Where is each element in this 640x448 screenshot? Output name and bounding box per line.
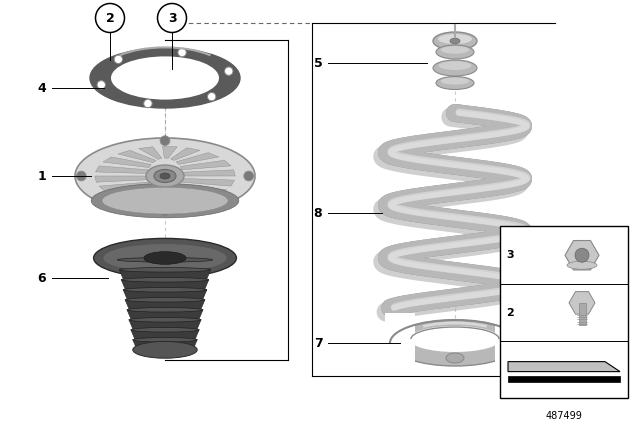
Ellipse shape — [438, 61, 472, 70]
Circle shape — [77, 171, 86, 181]
Polygon shape — [129, 320, 201, 330]
Text: 8: 8 — [314, 207, 323, 220]
Polygon shape — [385, 313, 415, 373]
Text: 7: 7 — [314, 336, 323, 349]
Polygon shape — [95, 176, 147, 182]
Circle shape — [114, 55, 122, 64]
Polygon shape — [168, 193, 191, 205]
Ellipse shape — [441, 46, 469, 54]
Polygon shape — [103, 157, 151, 168]
Polygon shape — [153, 194, 168, 206]
Text: 1: 1 — [38, 169, 46, 182]
Ellipse shape — [438, 34, 472, 44]
Polygon shape — [117, 260, 212, 270]
Circle shape — [178, 48, 186, 57]
Ellipse shape — [75, 138, 255, 214]
Circle shape — [207, 92, 216, 101]
Ellipse shape — [93, 238, 236, 278]
Ellipse shape — [102, 187, 228, 214]
Ellipse shape — [123, 288, 207, 292]
Ellipse shape — [567, 261, 597, 269]
Ellipse shape — [433, 60, 477, 76]
Ellipse shape — [92, 184, 239, 218]
Polygon shape — [123, 290, 207, 300]
Polygon shape — [130, 192, 159, 204]
Ellipse shape — [390, 320, 520, 366]
Polygon shape — [99, 182, 150, 192]
Polygon shape — [174, 190, 212, 202]
Ellipse shape — [131, 327, 199, 332]
Ellipse shape — [433, 32, 477, 50]
Ellipse shape — [436, 45, 474, 59]
Ellipse shape — [146, 165, 184, 187]
Circle shape — [144, 99, 152, 108]
Polygon shape — [125, 300, 205, 310]
Polygon shape — [171, 148, 200, 160]
Ellipse shape — [446, 353, 464, 363]
Polygon shape — [508, 375, 620, 382]
Ellipse shape — [409, 326, 501, 352]
Ellipse shape — [104, 244, 227, 272]
Polygon shape — [118, 151, 156, 163]
Polygon shape — [111, 188, 154, 199]
Polygon shape — [139, 147, 162, 159]
Polygon shape — [182, 178, 234, 186]
Circle shape — [97, 81, 106, 89]
Ellipse shape — [125, 297, 205, 302]
Circle shape — [160, 207, 170, 216]
Polygon shape — [508, 362, 620, 372]
Polygon shape — [131, 330, 199, 340]
Circle shape — [575, 248, 589, 262]
Text: 4: 4 — [38, 82, 46, 95]
Polygon shape — [121, 280, 209, 290]
Ellipse shape — [117, 258, 212, 262]
Ellipse shape — [119, 267, 211, 272]
FancyBboxPatch shape — [500, 226, 628, 398]
Polygon shape — [182, 170, 236, 176]
Ellipse shape — [133, 337, 197, 342]
Ellipse shape — [450, 38, 460, 44]
Text: 5: 5 — [314, 56, 323, 69]
Ellipse shape — [121, 278, 209, 282]
Ellipse shape — [441, 78, 469, 85]
Circle shape — [225, 67, 233, 75]
Ellipse shape — [436, 77, 474, 90]
Polygon shape — [179, 185, 227, 195]
Polygon shape — [163, 146, 177, 158]
Ellipse shape — [133, 341, 197, 358]
Circle shape — [160, 136, 170, 146]
Polygon shape — [180, 160, 231, 170]
Text: 2: 2 — [106, 12, 115, 25]
Ellipse shape — [144, 252, 186, 264]
Text: 6: 6 — [38, 271, 46, 284]
Polygon shape — [127, 310, 203, 320]
Ellipse shape — [111, 56, 219, 99]
Ellipse shape — [160, 173, 170, 179]
Ellipse shape — [154, 169, 176, 182]
Text: 487499: 487499 — [545, 411, 582, 421]
Ellipse shape — [127, 307, 203, 312]
Circle shape — [95, 4, 125, 33]
Polygon shape — [119, 270, 211, 280]
Polygon shape — [495, 313, 525, 373]
Circle shape — [244, 171, 253, 181]
Circle shape — [157, 4, 186, 33]
FancyBboxPatch shape — [579, 303, 586, 325]
Text: 3: 3 — [168, 12, 176, 25]
Ellipse shape — [129, 318, 201, 322]
Text: 2: 2 — [506, 308, 514, 318]
Polygon shape — [95, 166, 148, 173]
Text: 3: 3 — [506, 250, 514, 260]
Polygon shape — [133, 340, 197, 350]
Polygon shape — [176, 153, 219, 164]
Ellipse shape — [90, 48, 240, 108]
